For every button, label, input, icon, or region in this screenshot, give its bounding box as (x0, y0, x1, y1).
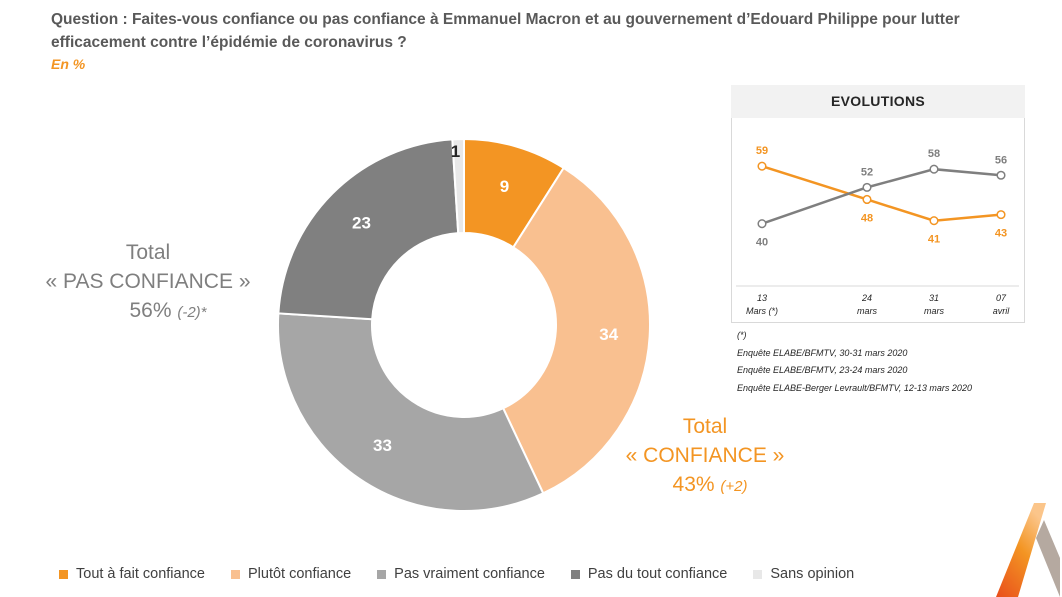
legend-item-tout-a-fait: Tout à fait confiance (59, 566, 205, 582)
donut-label-plutot: 34 (599, 325, 618, 344)
evolutions-box (731, 118, 1025, 323)
evolution-point (929, 216, 939, 226)
legend-label: Tout à fait confiance (76, 566, 205, 582)
evolution-point (996, 210, 1006, 220)
evolution-tick-day: 31 (929, 293, 939, 303)
total-pas-confiance: Total « PAS CONFIANCE » 56% (-2)* (28, 238, 268, 327)
evolution-tick-day: 07 (996, 293, 1007, 303)
evolution-value-label: 52 (861, 166, 873, 178)
total-pas-confiance-line1: Total (125, 241, 171, 264)
evolution-point (996, 170, 1006, 180)
donut-label-sans-opinion: 1 (451, 142, 460, 161)
evolution-value-label: 43 (995, 228, 1007, 240)
donut-label-pas-du-tout: 23 (352, 213, 371, 232)
note-survey-2: Enquête ELABE/BFMTV, 23-24 mars 2020 (737, 365, 908, 375)
total-pas-confiance-change: (-2)* (177, 304, 207, 321)
legend-label: Pas vraiment confiance (394, 566, 545, 582)
note-survey-1: Enquête ELABE/BFMTV, 30-31 mars 2020 (737, 347, 908, 358)
evolution-value-label: 59 (756, 145, 768, 157)
legend-swatch (753, 569, 763, 579)
elabe-logo-icon (996, 503, 1060, 597)
evolution-value-label: 56 (995, 154, 1007, 166)
legend-swatch (59, 569, 68, 579)
evolution-tick-month: avril (993, 306, 1011, 316)
evolution-value-label: 41 (928, 234, 940, 246)
legend: Tout à fait confiance Plutôt confiance P… (59, 566, 880, 582)
evolution-line-1 (761, 167, 1002, 225)
total-confiance-line2: « CONFIANCE » (625, 444, 785, 467)
evolution-point (757, 219, 767, 229)
total-confiance-line1: Total (682, 415, 728, 438)
legend-label: Sans opinion (770, 566, 855, 582)
total-confiance-pct: 43% (672, 473, 715, 496)
total-pas-confiance-pct-row: 56% (-2)* (28, 296, 268, 327)
donut-slice-pas-vraiment (277, 312, 545, 512)
evolution-tick-month: mars (857, 306, 877, 316)
evolutions-notes: (*) Enquête ELABE/BFMTV, 30-31 mars 2020… (737, 327, 972, 397)
unit-label: En % (51, 56, 86, 72)
evolution-tick-month: Mars (*) (746, 306, 778, 316)
legend-item-pas-vraiment: Pas vraiment confiance (377, 566, 545, 582)
donut-label-pas-vraiment: 33 (373, 436, 392, 455)
donut-label-tout-a-fait: 9 (500, 177, 509, 196)
evolution-tick-day: 24 (861, 293, 872, 303)
legend-item-plutot: Plutôt confiance (230, 566, 352, 582)
evolutions-line-chart: 59 48 41 43 40 52 58 56 13 Mars (*) 24 mars 31 mars 07… (736, 145, 1019, 316)
donut-slice-sans-opinion (451, 137, 465, 235)
legend-label: Pas du tout confiance (587, 566, 728, 582)
total-confiance-change: (+2) (720, 478, 748, 495)
evolution-tick-month: mars (924, 306, 944, 316)
donut-slice-pas-du-tout (277, 138, 460, 321)
legend-swatch (377, 569, 387, 579)
evolution-point (757, 161, 767, 171)
evolution-value-label: 48 (861, 212, 873, 224)
evolutions-title: EVOLUTIONS (731, 85, 1025, 118)
total-confiance: Total « CONFIANCE » 43% (+2) (605, 412, 805, 501)
legend-swatch (570, 569, 580, 579)
total-pas-confiance-pct: 56% (129, 299, 172, 322)
evolution-point (929, 164, 939, 174)
legend-item-pas-du-tout: Pas du tout confiance (570, 566, 728, 582)
evolution-point (862, 194, 872, 205)
legend-label: Plutôt confiance (247, 566, 352, 582)
evolution-line-0 (761, 164, 1002, 222)
total-confiance-pct-row: 43% (+2) (605, 470, 805, 501)
evolution-point (862, 182, 872, 192)
note-asterisk: (*) (737, 330, 747, 340)
total-pas-confiance-line2: « PAS CONFIANCE » (45, 270, 251, 293)
legend-item-sans-opinion: Sans opinion (753, 566, 854, 582)
evolution-tick-day: 13 (757, 293, 767, 303)
question-text: Question : Faites-vous confiance ou pas … (51, 11, 960, 51)
donut-slice-plutot (501, 166, 651, 495)
evolution-value-label: 40 (756, 237, 768, 249)
evolution-value-label: 58 (928, 148, 940, 160)
note-survey-3: Enquête ELABE-Berger Levrault/BFMTV, 12-… (737, 382, 972, 393)
legend-swatch (230, 569, 240, 579)
